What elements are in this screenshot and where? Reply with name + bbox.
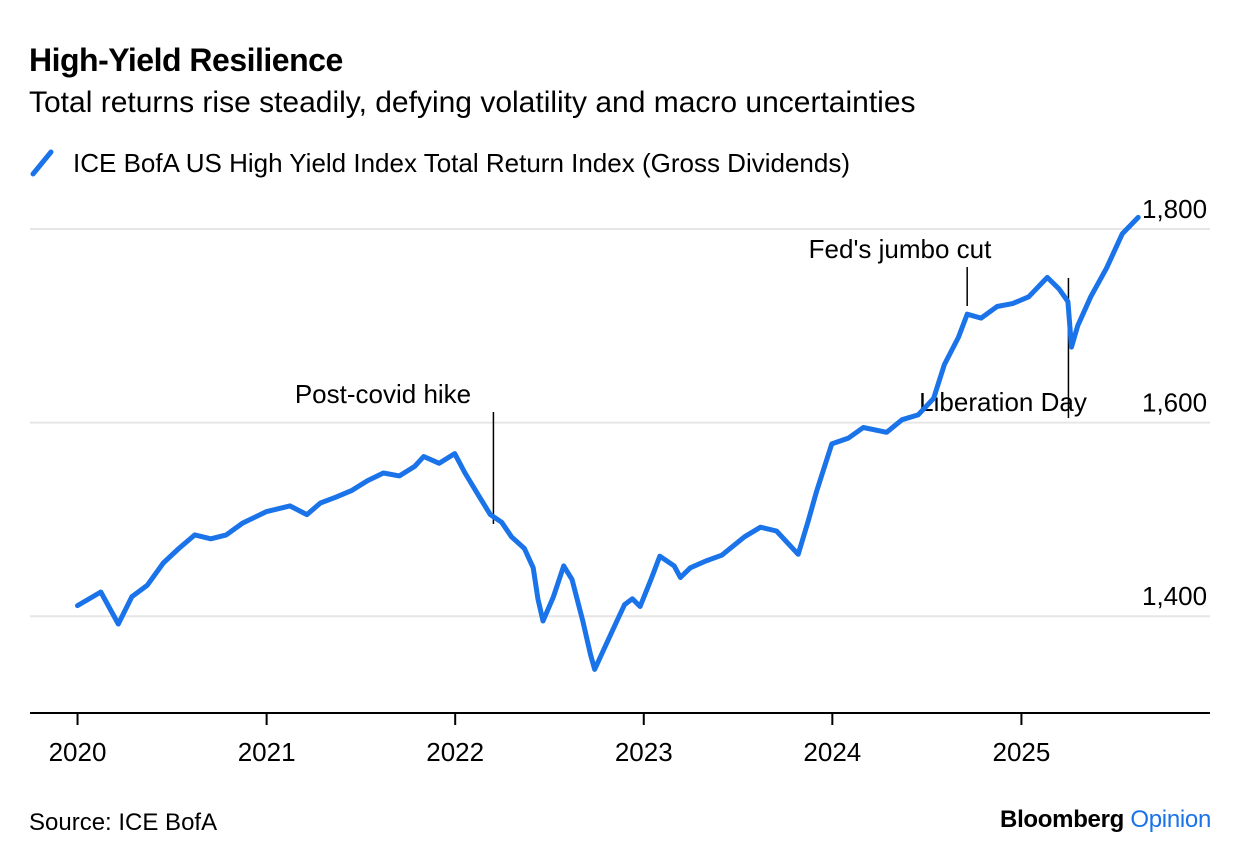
y-tick-label: 1,800 <box>1142 194 1207 224</box>
x-tick-label: 2023 <box>615 737 673 767</box>
x-axis-labels: 2020 2021 2022 2023 2024 2025 <box>49 737 1051 767</box>
x-axis <box>30 712 1210 725</box>
x-tick-label: 2025 <box>993 737 1051 767</box>
annotation-label: Liberation Day <box>919 387 1087 417</box>
series-lines <box>75 214 1141 672</box>
x-tick-label: 2021 <box>238 737 296 767</box>
legend-swatch-icon <box>30 149 54 177</box>
annotation-label: Fed's jumbo cut <box>809 234 992 264</box>
annotation-label: Post-covid hike <box>295 379 471 409</box>
y-tick-label: 1,600 <box>1142 388 1207 418</box>
x-tick-label: 2024 <box>803 737 861 767</box>
chart-legend: ICE BofA US High Yield Index Total Retur… <box>29 146 850 180</box>
brand-name: Bloomberg <box>1000 806 1124 833</box>
source-note: Source: ICE BofA <box>29 809 218 836</box>
annotations: Post-covid hike Fed's jumbo cut Liberation… <box>295 234 1087 524</box>
chart-subtitle: Total returns rise steadily, defying vol… <box>29 86 916 119</box>
brand-product: Opinion <box>1130 806 1211 833</box>
gridlines <box>30 228 1210 618</box>
brand-logo: Bloomberg Opinion <box>1000 806 1211 834</box>
x-tick-label: 2020 <box>49 737 107 767</box>
legend-series-label: ICE BofA US High Yield Index Total Retur… <box>73 147 851 178</box>
chart-title: High-Yield Resilience <box>29 42 343 78</box>
series-line-0 <box>75 214 1141 672</box>
x-tick-label: 2022 <box>426 737 484 767</box>
y-axis-labels: 1,400 1,600 1,800 <box>1142 194 1207 611</box>
y-tick-label: 1,400 <box>1142 581 1207 611</box>
